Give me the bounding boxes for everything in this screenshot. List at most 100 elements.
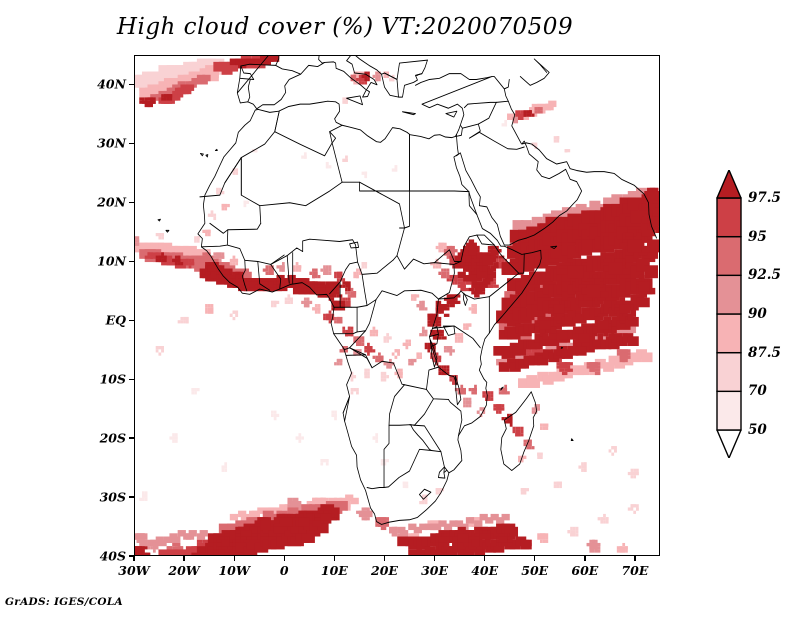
map-boundary-line [274, 110, 343, 157]
map-boundary-line [239, 65, 255, 80]
colorbar-tick-label: 50 [748, 422, 767, 438]
map-boundary-line [402, 111, 416, 116]
y-axis-label: 30S [99, 489, 126, 505]
map-boundary-line [455, 125, 463, 137]
map-boundary-line [244, 247, 304, 265]
map-boundary-line [431, 333, 439, 348]
attribution-text: GrADS: IGES/COLA [5, 596, 123, 608]
map-boundary-line [525, 142, 657, 239]
map-boundary-line [410, 424, 442, 453]
colorbar-band [716, 235, 742, 277]
map-boundary-line [359, 181, 405, 261]
map-boundary-line [270, 254, 285, 265]
y-axis-tick [129, 378, 134, 380]
map-boundary-line [286, 255, 290, 284]
x-axis-label: 20E [371, 563, 398, 578]
colorbar-tick-label: 90 [748, 306, 767, 322]
map-boundary-line [519, 58, 550, 86]
map-boundary-line [448, 398, 463, 437]
x-axis-tick [283, 556, 285, 561]
map-boundary-line [200, 229, 229, 248]
map-boundary-line [560, 346, 564, 349]
x-axis-tick [433, 556, 436, 561]
x-axis-label: 10E [320, 563, 348, 578]
y-axis-label: 20N [97, 194, 126, 210]
x-axis-label: 30E [421, 563, 449, 578]
x-axis-tick [233, 556, 235, 561]
map-boundary-line [366, 289, 439, 306]
y-axis-tick [129, 555, 134, 557]
map-boundary-line [318, 56, 326, 64]
map-boundary-line [343, 347, 350, 350]
y-axis-tick [129, 319, 134, 321]
map-boundary-line [346, 95, 363, 106]
y-axis-tick [129, 201, 134, 203]
map-boundary-line [415, 73, 493, 136]
map-boundary-line [495, 100, 522, 144]
page-title: High cloud cover (%) VT:2020070509 [116, 14, 574, 40]
map-boundary-line [445, 110, 458, 118]
x-axis-label: 0 [279, 563, 289, 578]
map-boundary-line [409, 190, 470, 193]
x-axis-tick [133, 556, 135, 561]
map-boundary-line [302, 238, 358, 295]
map-boundary-line [493, 244, 525, 274]
map-boundary-line [426, 298, 449, 400]
map-boundary-line [491, 76, 505, 90]
map-boundary-line [257, 261, 271, 291]
map-boundary-line [438, 292, 460, 300]
x-axis-tick [584, 556, 586, 561]
map-boundary-line [214, 148, 218, 151]
y-axis-label: 30N [97, 135, 126, 151]
map-boundary-line [350, 273, 368, 308]
x-axis-label: 60E [571, 563, 599, 578]
x-axis-tick [383, 556, 386, 561]
x-axis-label: 70E [621, 563, 649, 578]
map-boundary-line [247, 79, 251, 103]
map-boundary-line [419, 488, 432, 500]
map-boundary-line [461, 101, 497, 129]
colorbar-swatches [716, 170, 742, 458]
map-boundary-line [329, 131, 337, 143]
x-axis-label: 20W [168, 563, 200, 578]
map-boundary-line [349, 241, 359, 249]
map-boundary-line [342, 396, 350, 422]
x-axis-label: 30W [118, 563, 150, 578]
map-boundary-line [165, 229, 170, 233]
y-axis-tick [129, 83, 134, 86]
map-boundary-line [236, 56, 428, 110]
map-boundary-line [550, 245, 558, 250]
colorbar-band [716, 197, 742, 238]
map-boundary-line [454, 375, 462, 406]
x-axis-label: 40E [471, 563, 499, 578]
map-boundary-line [349, 299, 377, 349]
map-boundary-line [333, 330, 366, 335]
map-boundary-line [240, 110, 280, 159]
map-boundary-line [404, 190, 410, 229]
x-axis-label: 10W [218, 563, 250, 578]
cloud-cover-map [135, 56, 659, 555]
y-axis-label: 40N [97, 76, 126, 92]
map-boundary-line [197, 100, 542, 525]
x-axis-tick [183, 556, 185, 561]
x-axis-tick [634, 556, 636, 561]
map-boundary-line [455, 140, 583, 246]
x-axis-tick [333, 556, 336, 561]
map-boundary-line [438, 366, 458, 386]
map-boundary-line [458, 290, 490, 300]
map-boundary-line [199, 157, 262, 224]
y-axis-label: 40S [99, 548, 126, 564]
map-boundary-line [500, 391, 538, 471]
y-axis-tick [129, 260, 134, 262]
map-boundary-line [205, 154, 209, 158]
colorbar-band [716, 351, 742, 393]
map-boundary-line [388, 384, 427, 426]
cloud-cover-band-7 [135, 56, 659, 555]
colorbar-tick-label: 70 [748, 383, 767, 400]
map-boundary-line [463, 101, 497, 109]
map-boundary-line [357, 259, 394, 275]
map-plot-frame [134, 55, 660, 556]
map-boundary-line [226, 244, 246, 286]
colorbar-band [716, 274, 742, 315]
x-axis-tick [484, 556, 486, 561]
